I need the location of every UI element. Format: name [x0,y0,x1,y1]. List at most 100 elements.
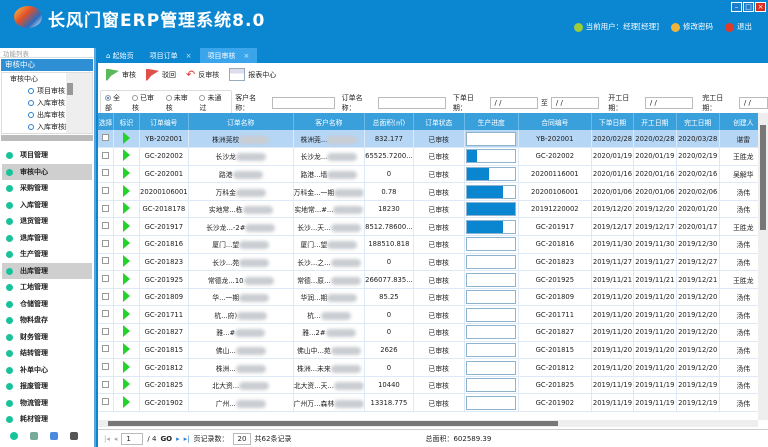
row-checkbox[interactable] [101,292,109,300]
column-header[interactable]: 生产进度 [464,113,519,130]
sidebar-item[interactable]: 报废管理 [2,378,92,395]
horizontal-scrollbar[interactable] [98,420,758,427]
column-header[interactable]: 开工日期 [633,113,677,130]
prev-page-button[interactable]: ◂ [113,434,118,443]
approve-button[interactable]: 审核 [106,68,136,81]
column-header[interactable]: 下单日期 [591,113,634,130]
vertical-scrollbar[interactable] [758,113,768,420]
tree-scrollbar[interactable] [66,73,92,133]
sidebar-item[interactable]: 采购管理 [2,180,92,197]
row-checkbox-cell[interactable] [98,376,115,395]
column-header[interactable]: 总面积(㎡) [364,113,414,130]
tree-item[interactable]: 出库审核 [2,109,92,121]
row-checkbox[interactable] [101,239,109,247]
row-checkbox-cell[interactable] [98,130,115,149]
dot-icon[interactable] [10,432,18,440]
sidebar-item[interactable]: 仓储管理 [2,296,92,313]
sidebar-item[interactable]: 审核中心 [2,163,92,180]
row-checkbox-cell[interactable] [98,288,115,307]
sidebar-item[interactable]: 物料盘存 [2,312,92,329]
page-input[interactable]: 1 [121,432,144,445]
row-checkbox-cell[interactable] [98,200,115,219]
row-checkbox[interactable] [101,204,109,212]
table-row[interactable]: GC-201823 长沙...苑 长沙...之... 0 已审核 GC-201823 201… [98,253,768,272]
table-row[interactable]: GC-201827 雅...# 雅...2# 0 已审核 GC-201827 2019/11… [98,323,768,342]
tree-root[interactable]: 审核中心 [10,75,38,83]
tab-close-icon[interactable]: × [243,52,250,60]
maximize-button[interactable]: □ [743,2,754,12]
order-name-input[interactable] [378,96,446,109]
reject-button[interactable]: 驳回 [146,68,176,81]
table-row[interactable]: GC-201711 杭...府) 杭... 0 已审核 GC-201711 2019/11/… [98,305,768,325]
page-size-input[interactable]: 20 [232,432,251,445]
row-checkbox-cell[interactable] [98,217,115,237]
start-date-input[interactable]: / / [644,96,694,109]
row-checkbox[interactable] [101,134,109,142]
column-header[interactable]: 订单名称 [188,113,294,130]
column-header[interactable]: 创建人 [719,113,768,130]
sidebar-item[interactable]: 项目管理 [2,147,92,164]
finish-date-input[interactable]: / / [738,96,768,109]
radio-unapproved[interactable]: 未审核 [165,93,194,113]
column-header[interactable]: 订单编号 [139,113,189,130]
table-row[interactable]: GC-201917 长沙龙...-2# 长沙...天... 8512.78600...… [98,217,768,237]
box-icon[interactable] [50,432,58,440]
radio-all[interactable]: 全部 [105,93,126,113]
column-header[interactable]: 订单状态 [413,113,465,130]
row-checkbox-cell[interactable] [98,393,115,412]
sidebar-item[interactable]: 出库管理 [2,262,92,279]
row-checkbox[interactable] [101,345,109,353]
row-checkbox[interactable] [101,187,109,195]
unapprove-button[interactable]: ↶ 反审核 [186,68,219,81]
table-row[interactable]: GC-2018178 实地常...栋 实地常...#... 18230 已审核 20191… [98,200,768,219]
sidebar-item[interactable]: 财务管理 [2,329,92,346]
table-row[interactable]: GC-201902 广州... 广州万...森林 13318.775 已审核 GC-201… [98,393,768,412]
sidebar-item[interactable]: 耗材管理 [2,411,92,428]
row-checkbox[interactable] [101,310,109,318]
column-header[interactable]: 选择 [98,113,115,130]
go-button[interactable]: GO [160,434,173,443]
report-center-button[interactable]: 报表中心 [229,68,276,81]
row-checkbox[interactable] [101,169,109,177]
table-row[interactable]: GC-201812 株洲... 株洲...未来 0 已审核 GC-201812 2019/1… [98,358,768,377]
table-row[interactable]: GC-202002 长沙龙 长沙龙... 65525.7200... 已审核 GC-202… [98,147,768,166]
radio-approved[interactable]: 已审核 [132,93,160,113]
row-checkbox-cell[interactable] [98,165,115,184]
row-checkbox[interactable] [101,398,109,406]
row-checkbox[interactable] [101,275,109,283]
table-row[interactable]: YB-202001 株洲莞校 株洲莞... 832.177 已审核 YB-202001 20… [98,130,768,149]
sidebar-item[interactable]: 结转管理 [2,345,92,362]
sidebar-item[interactable]: 补单中心 [2,362,92,379]
column-header[interactable]: 客户名称 [293,113,366,130]
row-checkbox-cell[interactable] [98,235,115,254]
tree-item[interactable]: 项目审核 [2,85,92,97]
table-row[interactable]: GC-201925 常德龙...10 常德...原... 266077.835... 已… [98,270,768,289]
column-header[interactable]: 完工日期 [676,113,720,130]
row-checkbox-cell[interactable] [98,182,115,201]
row-checkbox-cell[interactable] [98,147,115,166]
table-row[interactable]: GC-201816 厦门...望 厦门...望 188510.818 已审核 GC-201… [98,235,768,254]
cart-icon[interactable] [30,432,38,440]
first-page-button[interactable]: |◂ [104,434,110,443]
print-icon[interactable] [70,432,78,440]
order-date-to[interactable]: / / [550,96,600,109]
sidebar-item[interactable]: 退货管理 [2,213,92,230]
column-header[interactable]: 合同编号 [518,113,593,130]
row-checkbox[interactable] [101,327,109,335]
sidebar-item[interactable]: 生产管理 [2,246,92,263]
table-row[interactable]: GC-201825 北大资... 北大资...天... 10440 已审核 GC-2018… [98,376,768,395]
last-page-button[interactable]: ▸| [183,434,190,443]
sidebar-item[interactable]: 退库管理 [2,230,92,247]
row-checkbox-cell[interactable] [98,253,115,272]
row-checkbox[interactable] [101,257,109,265]
table-row[interactable]: GC-202001 路港 路港...墙 0 已审核 20200116001 2020/01/… [98,165,768,184]
tab-home[interactable]: ⌂ 起始页 [106,52,134,60]
tab-close-icon[interactable]: × [185,52,192,60]
change-password-button[interactable]: 修改密码 [671,21,713,32]
table-row[interactable]: GC-201809 华...一期 华润...期 85.25 已审核 GC-201809 20… [98,288,768,307]
tab-project-order[interactable]: 项目订单 × [142,48,200,63]
row-checkbox-cell[interactable] [98,270,115,289]
logout-button[interactable]: 退出 [725,21,752,32]
row-checkbox[interactable] [101,151,109,159]
row-checkbox-cell[interactable] [98,358,115,377]
